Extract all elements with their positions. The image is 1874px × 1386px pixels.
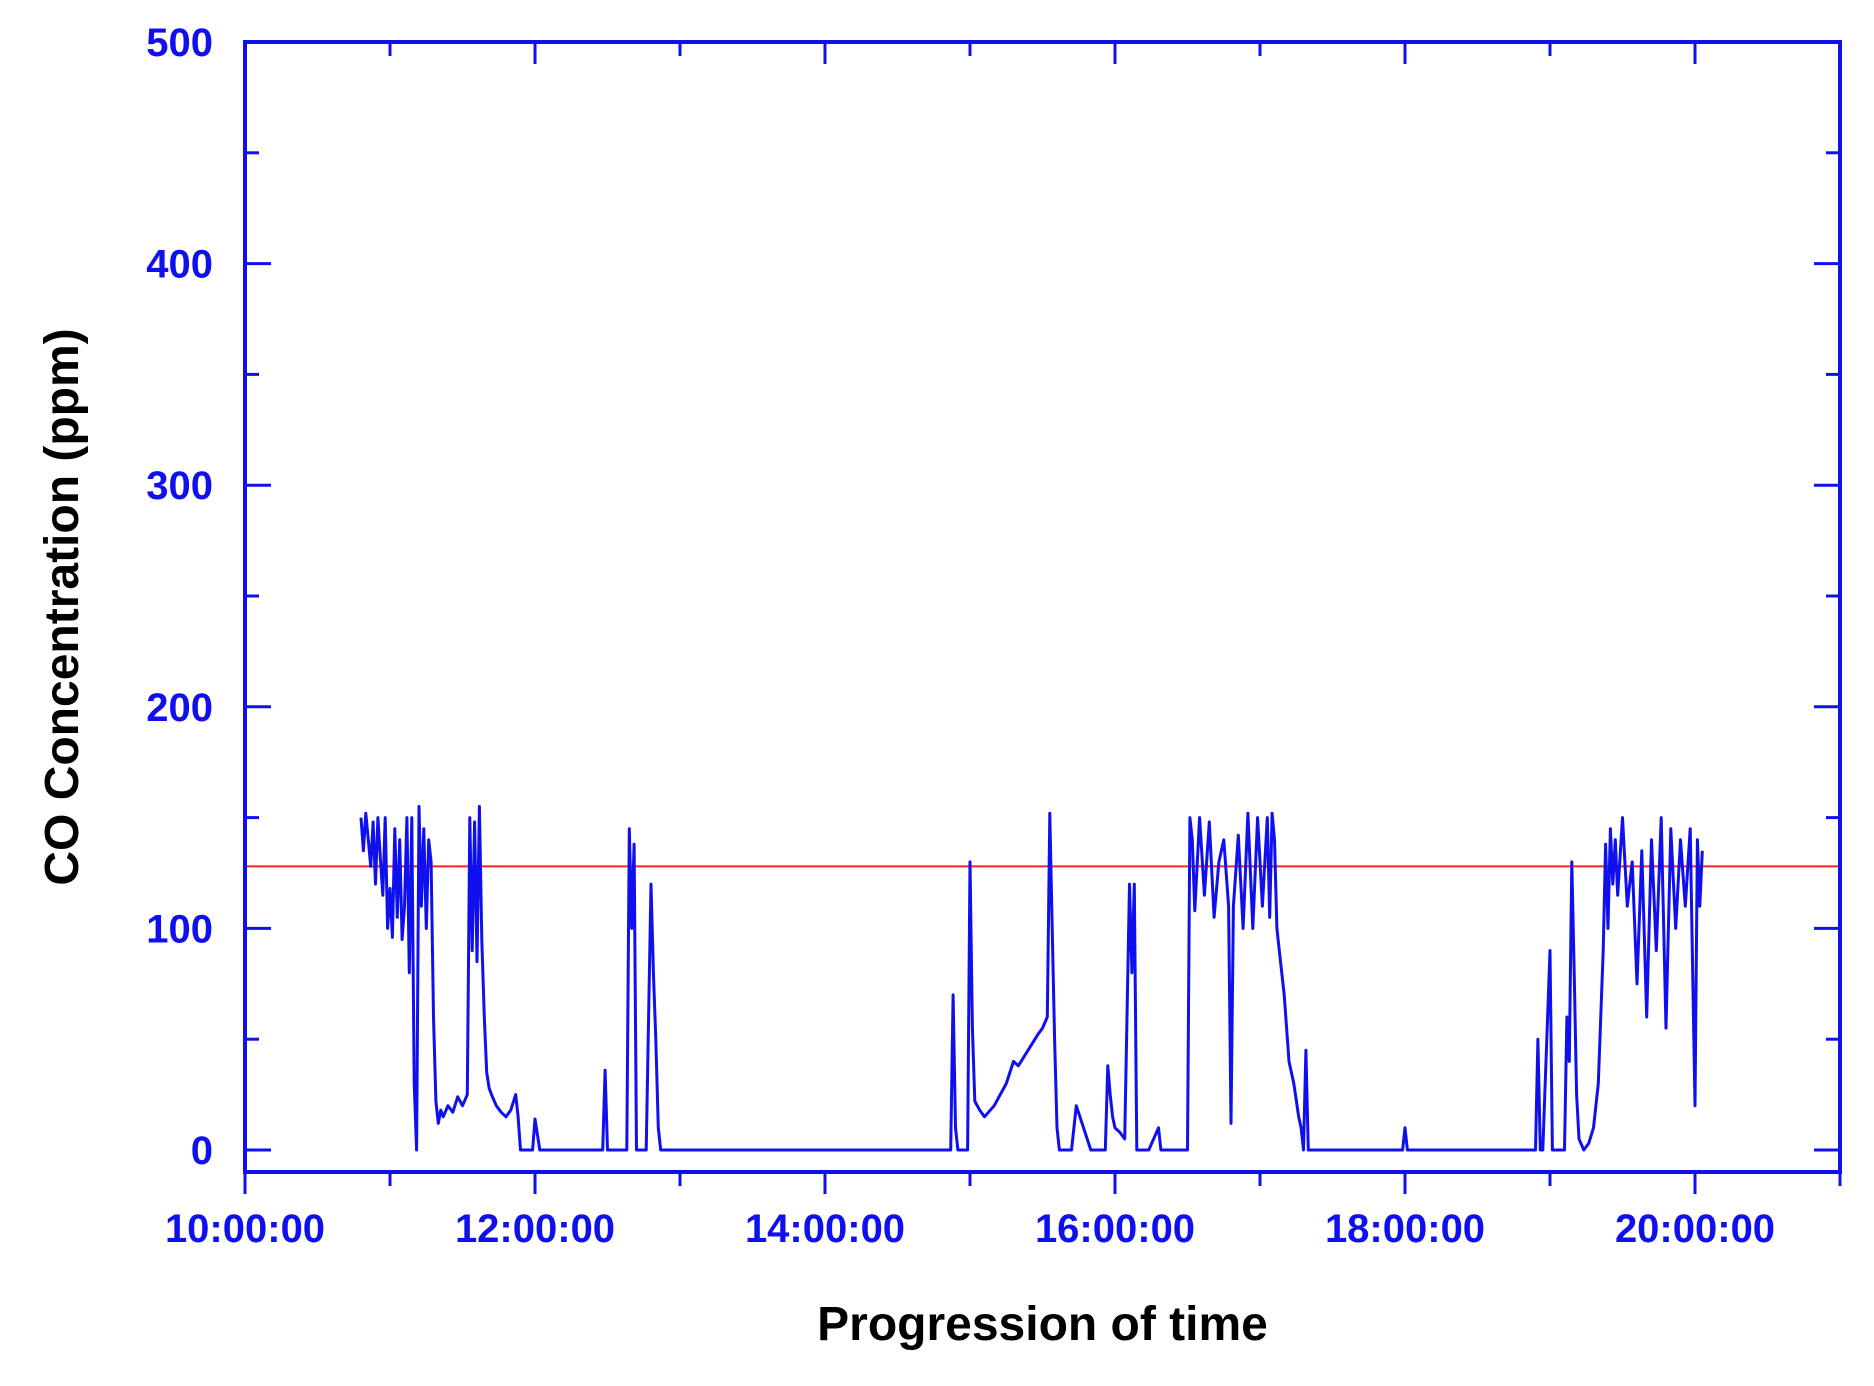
x-tick-label: 18:00:00: [1325, 1207, 1485, 1251]
y-tick-label: 500: [146, 21, 213, 65]
y-tick-label: 400: [146, 243, 213, 287]
x-tick-label: 20:00:00: [1615, 1207, 1775, 1251]
y-axis-ticks: 0 100 200 300 400 500: [146, 21, 1840, 1173]
x-tick-label: 16:00:00: [1035, 1207, 1195, 1251]
x-axis-title: Progression of time: [817, 1298, 1268, 1351]
x-tick-label: 10:00:00: [165, 1207, 325, 1251]
x-axis-ticks: 10:00:00 12:00:00 14:00:00 16:00:00 18:00:00…: [165, 42, 1842, 1251]
y-tick-label: 100: [146, 907, 213, 951]
y-tick-label: 300: [146, 464, 213, 508]
x-tick-label: 12:00:00: [455, 1207, 615, 1251]
plot-frame: [243, 40, 1842, 1174]
y-tick-label: 200: [146, 686, 213, 730]
y-axis-title: CO Concentration (ppm): [36, 328, 89, 885]
y-tick-label: 0: [191, 1129, 213, 1173]
series-line-co: [359, 805, 1704, 1152]
x-tick-label: 14:00:00: [745, 1207, 905, 1251]
